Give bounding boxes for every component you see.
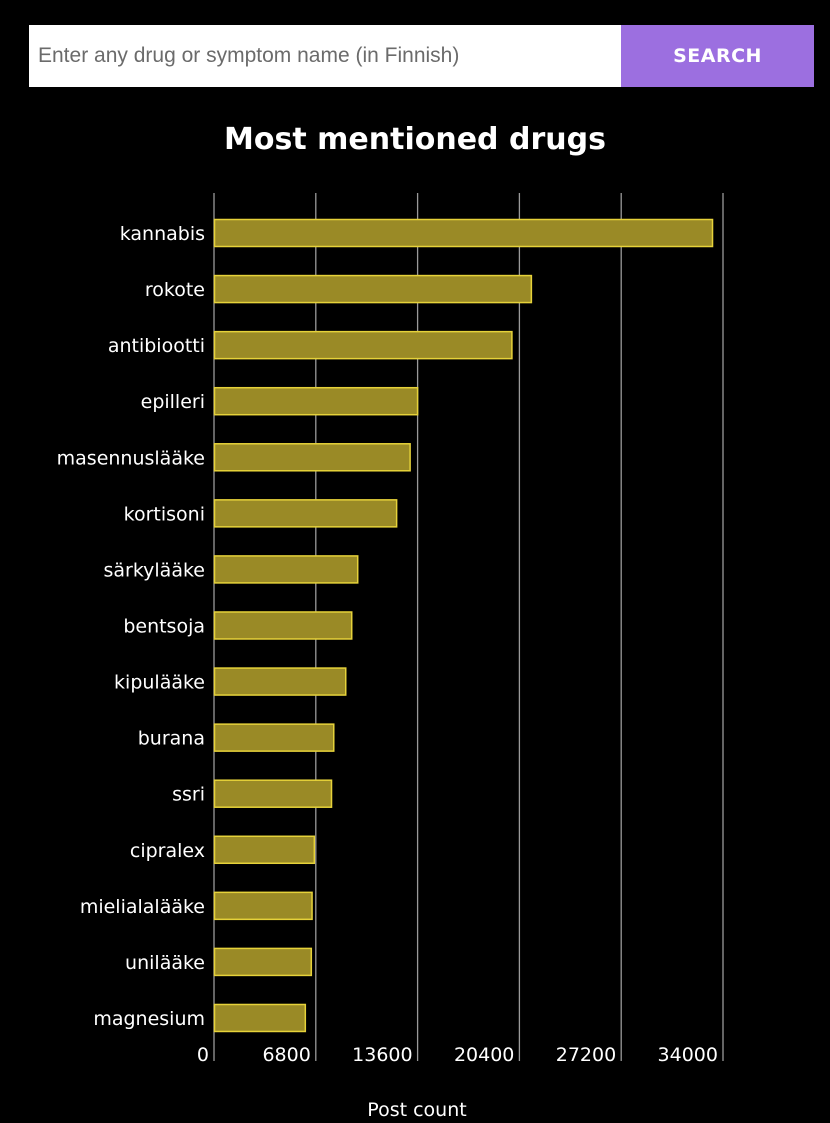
bar-unilääke[interactable] [213,947,313,977]
category-label: unilääke [125,952,205,974]
bar-cipralex[interactable] [213,835,316,865]
category-labels: kannabis rokote antibiootti epilleri masennu… [57,223,205,1030]
bars [213,218,714,1033]
category-label: mielialalääke [80,896,205,918]
chart-title: Most mentioned drugs [224,122,606,157]
bar-burana[interactable] [213,723,335,752]
search-input[interactable] [29,25,621,87]
bar-kipulääke[interactable] [213,667,347,696]
bar-masennuslääke[interactable] [213,443,411,472]
x-axis-title: Post count [367,1099,466,1121]
bar-bentsoja[interactable] [213,611,353,640]
bar-kannabis[interactable] [213,218,714,248]
x-axis-ticks: 0 6800 13600 20400 27200 34000 [197,1044,718,1066]
bar-särkylääke[interactable] [213,555,359,584]
bar-mielialalääke[interactable] [213,891,313,921]
category-label: rokote [145,279,205,301]
x-tick-label: 13600 [352,1044,412,1066]
bar-epilleri[interactable] [213,386,419,416]
x-tick-label: 34000 [658,1044,718,1066]
category-label: kipulääke [114,672,205,694]
category-label: burana [138,728,205,750]
bar-antibiootti[interactable] [213,330,513,360]
category-label: magnesium [93,1008,205,1030]
category-label: epilleri [141,391,205,413]
bar-rokote[interactable] [213,274,533,304]
x-tick-label: 6800 [262,1044,310,1066]
search-button[interactable]: SEARCH [621,25,814,87]
category-label: antibiootti [108,335,205,357]
category-label: masennuslääke [57,447,205,469]
bar-ssri[interactable] [213,779,333,808]
x-tick-label: 0 [197,1044,209,1066]
category-label: kortisoni [124,503,205,525]
bar-kortisoni[interactable] [213,499,398,528]
x-tick-label: 27200 [556,1044,616,1066]
category-label: cipralex [130,840,205,862]
category-label: bentsoja [123,615,205,637]
category-label: ssri [172,784,205,806]
x-tick-label: 20400 [454,1044,514,1066]
search-bar: SEARCH [29,25,814,87]
bar-magnesium[interactable] [213,1003,307,1033]
category-label: särkylääke [103,559,205,581]
category-label: kannabis [120,223,205,245]
